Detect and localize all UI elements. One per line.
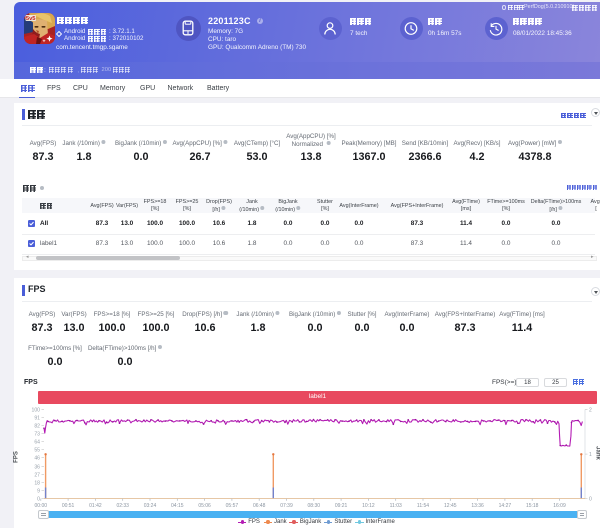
svg-text:2: 2 bbox=[589, 407, 592, 413]
svg-text:27: 27 bbox=[34, 472, 40, 478]
svg-text:64: 64 bbox=[34, 439, 40, 445]
svg-text:10:12: 10:12 bbox=[362, 503, 375, 509]
svg-text:73: 73 bbox=[34, 431, 40, 437]
svg-text:FPS: FPS bbox=[14, 451, 20, 463]
svg-text:91: 91 bbox=[34, 415, 40, 421]
svg-text:05:06: 05:06 bbox=[198, 503, 211, 509]
svg-text:09:21: 09:21 bbox=[335, 503, 348, 509]
svg-text:Jank: Jank bbox=[595, 446, 600, 460]
svg-text:05:57: 05:57 bbox=[226, 503, 239, 509]
svg-text:01:42: 01:42 bbox=[89, 503, 102, 509]
svg-text:82: 82 bbox=[34, 423, 40, 429]
svg-text:13:36: 13:36 bbox=[471, 503, 484, 509]
svg-text:100: 100 bbox=[32, 407, 41, 413]
svg-text:46: 46 bbox=[34, 455, 40, 461]
svg-text:11:54: 11:54 bbox=[417, 503, 429, 509]
svg-text:11:03: 11:03 bbox=[390, 503, 402, 509]
svg-text:14:27: 14:27 bbox=[499, 503, 512, 509]
svg-text:18: 18 bbox=[34, 480, 40, 486]
svg-text:0: 0 bbox=[37, 496, 40, 502]
svg-text:12:45: 12:45 bbox=[444, 503, 457, 509]
svg-text:02:33: 02:33 bbox=[116, 503, 129, 509]
svg-text:5v5: 5v5 bbox=[26, 16, 36, 22]
svg-text:55: 55 bbox=[34, 447, 40, 453]
svg-text:0: 0 bbox=[589, 496, 592, 502]
svg-text:03:24: 03:24 bbox=[144, 503, 157, 509]
svg-text:06:48: 06:48 bbox=[253, 503, 266, 509]
svg-text:15:18: 15:18 bbox=[526, 503, 539, 509]
svg-text:04:15: 04:15 bbox=[171, 503, 184, 509]
svg-text:16:09: 16:09 bbox=[553, 503, 566, 509]
svg-text:00:51: 00:51 bbox=[62, 503, 75, 509]
svg-text:1: 1 bbox=[589, 452, 592, 458]
svg-text:07:39: 07:39 bbox=[280, 503, 293, 509]
svg-text:00:00: 00:00 bbox=[35, 503, 48, 509]
svg-text:9: 9 bbox=[37, 488, 40, 494]
svg-text:08:30: 08:30 bbox=[308, 503, 321, 509]
svg-text:36: 36 bbox=[34, 464, 40, 470]
